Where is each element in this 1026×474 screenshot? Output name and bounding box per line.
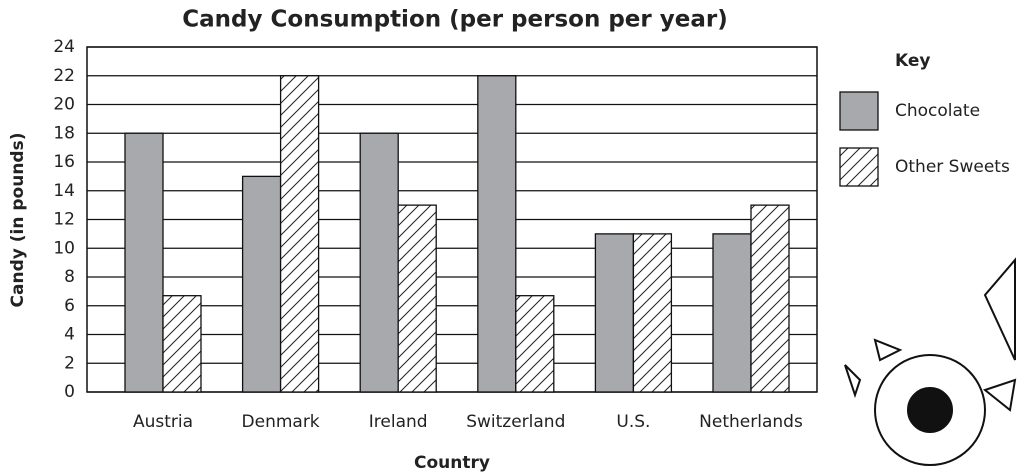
- y-tick-label: 2: [64, 353, 75, 373]
- y-tick-label: 8: [64, 267, 75, 287]
- y-tick-label: 20: [53, 95, 75, 115]
- y-tick-label: 24: [53, 37, 75, 57]
- bar: [397, 204, 437, 393]
- y-tick-label: 6: [64, 296, 75, 316]
- legend-swatch: [839, 147, 879, 187]
- bar: [632, 233, 673, 393]
- x-tick-label: Austria: [133, 412, 193, 432]
- bar: [124, 132, 164, 393]
- y-tick-label: 12: [53, 210, 75, 230]
- chart-title: Candy Consumption (per person per year): [182, 7, 727, 33]
- x-axis-label: Country: [414, 453, 490, 473]
- legend-label: Other Sweets: [895, 157, 1010, 177]
- y-tick-label: 0: [64, 382, 75, 402]
- bar: [750, 204, 790, 393]
- x-tick-label: U.S.: [616, 412, 650, 432]
- legend-swatch: [839, 91, 879, 131]
- y-tick-label: 16: [53, 152, 75, 172]
- x-tick-label: Switzerland: [466, 412, 565, 432]
- y-tick-label: 4: [64, 325, 75, 345]
- legend-title: Key: [895, 51, 931, 71]
- y-tick-label: 22: [53, 66, 75, 86]
- y-tick-label: 14: [53, 181, 75, 201]
- legend-label: Chocolate: [895, 101, 980, 121]
- bar: [241, 175, 282, 393]
- x-tick-label: Ireland: [369, 412, 428, 432]
- bar: [712, 233, 752, 393]
- y-axis-label: Candy (in pounds): [8, 133, 28, 308]
- bar: [279, 75, 320, 393]
- x-tick-label: Denmark: [242, 412, 320, 432]
- bar: [477, 75, 517, 393]
- candy-decoration: [844, 257, 1017, 466]
- x-tick-label: Netherlands: [699, 412, 803, 432]
- bar: [162, 295, 202, 393]
- bar: [359, 132, 399, 393]
- bar: [594, 233, 635, 393]
- y-tick-label: 10: [53, 238, 75, 258]
- bar: [515, 295, 555, 393]
- y-tick-label: 18: [53, 123, 75, 143]
- plot-frame: [86, 46, 818, 393]
